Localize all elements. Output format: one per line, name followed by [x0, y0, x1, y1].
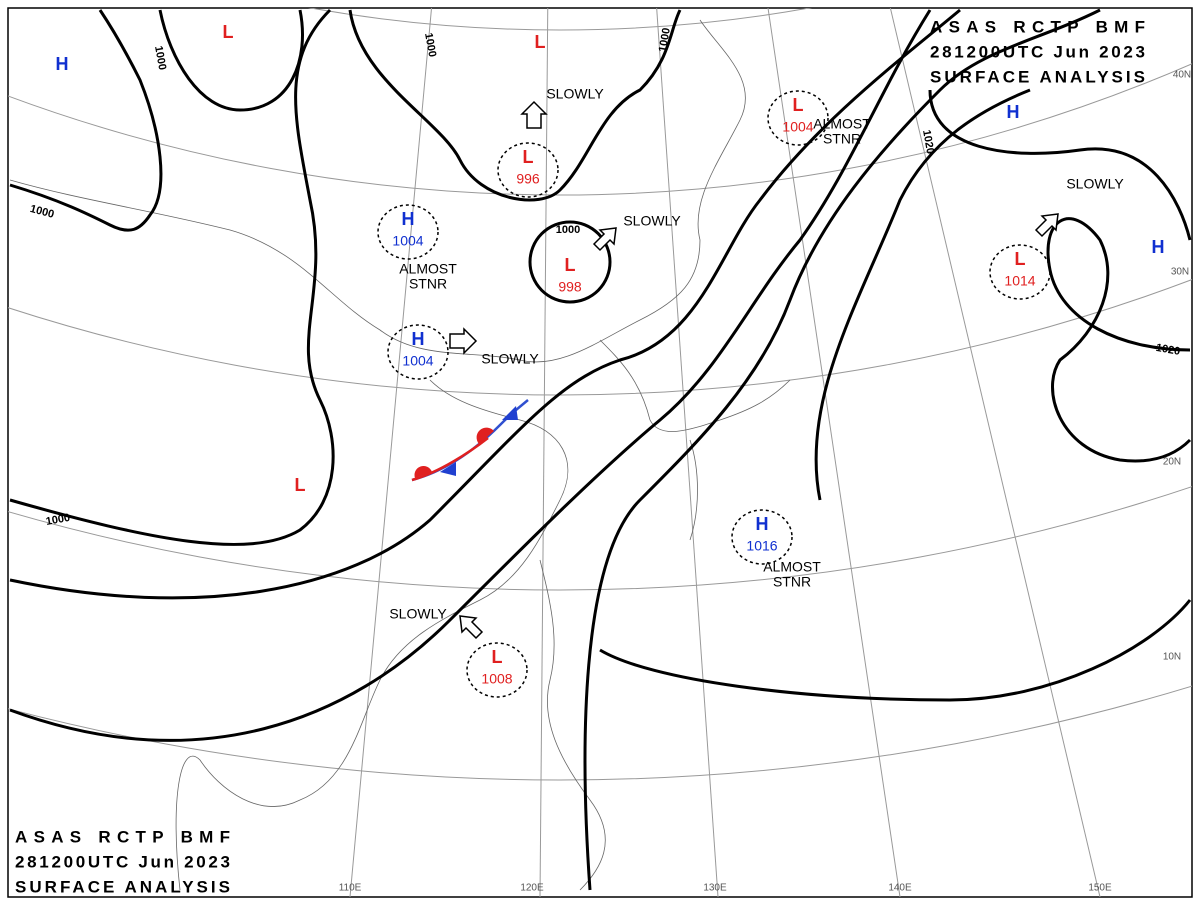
movement-label: SLOWLY [623, 213, 681, 229]
isobar-label: 1000 [556, 224, 580, 236]
center-symbol: L [523, 147, 534, 167]
center-symbol: H [1007, 102, 1020, 122]
center-ring [377, 204, 439, 260]
longitude-label: 150E [1088, 883, 1112, 894]
isobar-label: 1000 [152, 45, 168, 71]
movement-label: SLOWLY [1066, 176, 1124, 192]
isobar-label: 1000 [422, 32, 438, 58]
center-symbol: L [1015, 249, 1026, 269]
center-symbol: H [402, 209, 415, 229]
movement-label: STNR [409, 276, 447, 292]
coastlines [9, 19, 791, 891]
center-pressure: 1004 [392, 233, 423, 249]
center-pressure: 998 [558, 279, 582, 295]
isobar-label: 1020 [920, 129, 936, 155]
center-symbol: H [756, 514, 769, 534]
graticule [8, 8, 1192, 897]
header-line: 281200UTC Jun 2023 [15, 852, 230, 871]
isobars [9, 8, 1192, 891]
center-symbol: H [56, 54, 69, 74]
latitude-label: 20N [1163, 457, 1181, 468]
center-pressure: 1016 [746, 538, 777, 554]
center-symbol: L [223, 22, 234, 42]
isobar-label: 1000 [657, 27, 673, 53]
center-ring [767, 90, 829, 146]
latitude-label: 30N [1171, 267, 1189, 278]
isobar-label: 1020 [1155, 342, 1181, 358]
center-symbol: H [412, 329, 425, 349]
center-symbol: L [793, 95, 804, 115]
latitude-label: 10N [1163, 652, 1181, 663]
movement-label: STNR [773, 574, 811, 590]
center-ring [466, 642, 528, 698]
center-ring [731, 509, 793, 565]
center-pressure: 1014 [1004, 273, 1035, 289]
longitude-label: 110E [339, 883, 362, 894]
movement-label: ALMOST [763, 559, 821, 575]
center-symbol: L [565, 255, 576, 275]
longitude-label: 140E [888, 883, 912, 894]
center-ring [989, 244, 1051, 300]
center-pressure: 1008 [481, 671, 512, 687]
center-pressure: 1004 [402, 353, 433, 369]
center-ring [497, 142, 559, 198]
center-pressure: 996 [516, 171, 540, 187]
longitude-label: 120E [520, 883, 544, 894]
movement-label: ALMOST [399, 261, 457, 277]
center-symbol: L [492, 647, 503, 667]
header-line: 281200UTC Jun 2023 [930, 42, 1145, 61]
center-symbol: L [535, 32, 546, 52]
movement-label: STNR [823, 131, 861, 147]
center-ring [387, 324, 449, 380]
movement-label: SLOWLY [481, 351, 539, 367]
center-symbol: H [1152, 237, 1165, 257]
front [411, 399, 529, 482]
isobar-label: 1000 [45, 512, 71, 528]
motion-arrows [449, 100, 1059, 640]
center-pressure: 1004 [782, 119, 813, 135]
latitude-label: 40N [1173, 70, 1191, 81]
longitude-label: 130E [703, 883, 727, 894]
center-symbol: L [295, 475, 306, 495]
movement-label: SLOWLY [546, 86, 604, 102]
movement-label: SLOWLY [389, 606, 447, 622]
movement-label: ALMOST [813, 116, 871, 132]
map-frame [7, 7, 1193, 898]
